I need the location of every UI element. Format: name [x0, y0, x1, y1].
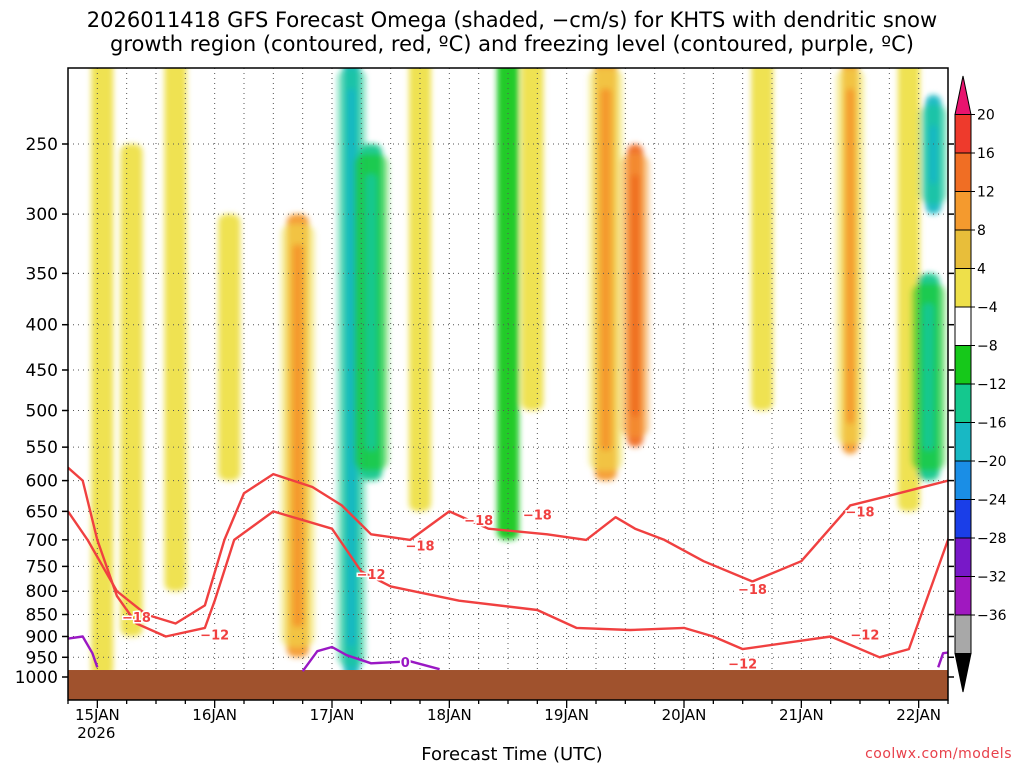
omega-region-core [347, 88, 356, 647]
red-contour [68, 472, 948, 625]
colorbar-label: 20 [977, 108, 995, 124]
grid [68, 68, 948, 700]
colorbar: 20 16 12 8 4 −4 −8 −12 −16 −20 −24 −28 −32 −36 [954, 75, 1007, 693]
colorbar-label: −36 [977, 608, 1007, 624]
y-tick-label: 450 [26, 361, 58, 381]
colorbar-label: −12 [977, 377, 1007, 393]
y-tick-label: 350 [26, 264, 58, 284]
y-tick-label: 1000 [15, 668, 58, 688]
source-credit: coolwx.com/models [865, 746, 1012, 762]
colorbar-label: 16 [977, 146, 995, 162]
colorbar-swatch [954, 460, 972, 500]
x-tick-label: 16JAN [192, 706, 237, 724]
colorbar-swatch [954, 229, 972, 269]
y-tick-label: 650 [26, 502, 58, 522]
x-tick-label: 21JAN [779, 706, 824, 724]
chart-title-line-1: 2026011418 GFS Forecast Omega (shaded, −… [86, 8, 938, 32]
y-tick-label: 800 [26, 582, 58, 602]
x-tick-label: 17JAN [310, 706, 355, 724]
colorbar-swatch [954, 268, 972, 308]
ground-band [68, 670, 948, 700]
x-axis-label: Forecast Time (UTC) [421, 744, 603, 765]
y-tick-label: 950 [26, 648, 58, 668]
omega-region [521, 68, 544, 411]
omega-region-core [846, 88, 855, 425]
colorbar-swatch [954, 422, 972, 462]
colorbar-arrow-top [954, 75, 972, 115]
colorbar-swatch [954, 537, 972, 577]
omega-region [409, 68, 431, 512]
x-tick-sublabel: 2026 [77, 724, 115, 742]
omega-region-core [929, 124, 938, 185]
x-tick-label: 20JAN [662, 706, 707, 724]
red-contour-label: −18 [406, 539, 435, 554]
colorbar-arrow-bottom [954, 653, 972, 693]
red-contour-label: −12 [728, 657, 757, 672]
colorbar-swatch [954, 152, 972, 192]
red-contour-label: −18 [846, 505, 875, 520]
colorbar-label: 4 [977, 262, 986, 278]
colorbar-swatch [954, 345, 972, 385]
y-tick-label: 300 [26, 205, 58, 225]
purple-contour [68, 635, 99, 668]
purple-contour [301, 645, 440, 672]
y-tick-label: 850 [26, 606, 58, 626]
colorbar-label: −4 [977, 300, 998, 316]
x-tick-label: 18JAN [427, 706, 472, 724]
red-contour-label: −18 [738, 583, 767, 598]
y-tick-label: 500 [26, 402, 58, 422]
omega-shading [91, 68, 948, 677]
omega-region [120, 144, 143, 637]
plot-area: −18 −12 −12 −18 −18 −18 −18 −12 −18 −12 0 [68, 68, 948, 700]
y-tick-label: 400 [26, 316, 58, 336]
x-tick-label: 22JAN [896, 706, 941, 724]
y-tick-label: 750 [26, 557, 58, 577]
colorbar-label: 12 [977, 185, 995, 201]
red-contour-label: −12 [850, 628, 879, 643]
colorbar-swatch [954, 191, 972, 231]
colorbar-label: −8 [977, 339, 998, 355]
omega-region-core [292, 244, 304, 628]
red-contour-label: −18 [122, 611, 151, 626]
omega-region [91, 68, 114, 677]
colorbar-swatch [954, 614, 972, 654]
colorbar-swatch [954, 114, 972, 154]
purple-contour-label: 0 [401, 656, 410, 671]
colorbar-label: −24 [977, 493, 1007, 509]
red-contour-label: −18 [523, 508, 552, 523]
omega-region [497, 68, 519, 540]
red-contour-label: −12 [357, 568, 386, 583]
colorbar-swatch [954, 576, 972, 616]
colorbar-label: −32 [977, 570, 1007, 586]
colorbar-swatch [954, 306, 972, 346]
red-contour-label: −12 [200, 628, 229, 643]
omega-region [164, 68, 187, 592]
chart-title-line-2: growth region (contoured, red, ºC) and f… [110, 32, 914, 56]
purple-contour [937, 651, 948, 668]
y-tick-label: 700 [26, 531, 58, 551]
red-contour-label: −18 [464, 514, 493, 529]
colorbar-swatch [954, 383, 972, 423]
y-tick-label: 250 [26, 135, 58, 155]
omega-region-core [600, 88, 612, 451]
x-tick-label: 15JAN [75, 706, 120, 724]
red-contour [68, 466, 948, 659]
omega-region-core [631, 174, 640, 418]
x-tick-label: 19JAN [544, 706, 589, 724]
colorbar-label: −28 [977, 531, 1007, 547]
colorbar-label: −16 [977, 416, 1007, 432]
chart-title: 2026011418 GFS Forecast Omega (shaded, −… [0, 8, 1024, 56]
omega-region [218, 214, 241, 481]
omega-region-core [365, 174, 377, 451]
y-tick-label: 900 [26, 627, 58, 647]
y-tick-label: 550 [26, 438, 58, 458]
colorbar-swatch [954, 499, 972, 539]
omega-region-core [922, 303, 934, 451]
colorbar-label: −20 [977, 454, 1007, 470]
y-tick-label: 600 [26, 472, 58, 492]
colorbar-label: 8 [977, 223, 986, 239]
omega-region [751, 68, 774, 411]
